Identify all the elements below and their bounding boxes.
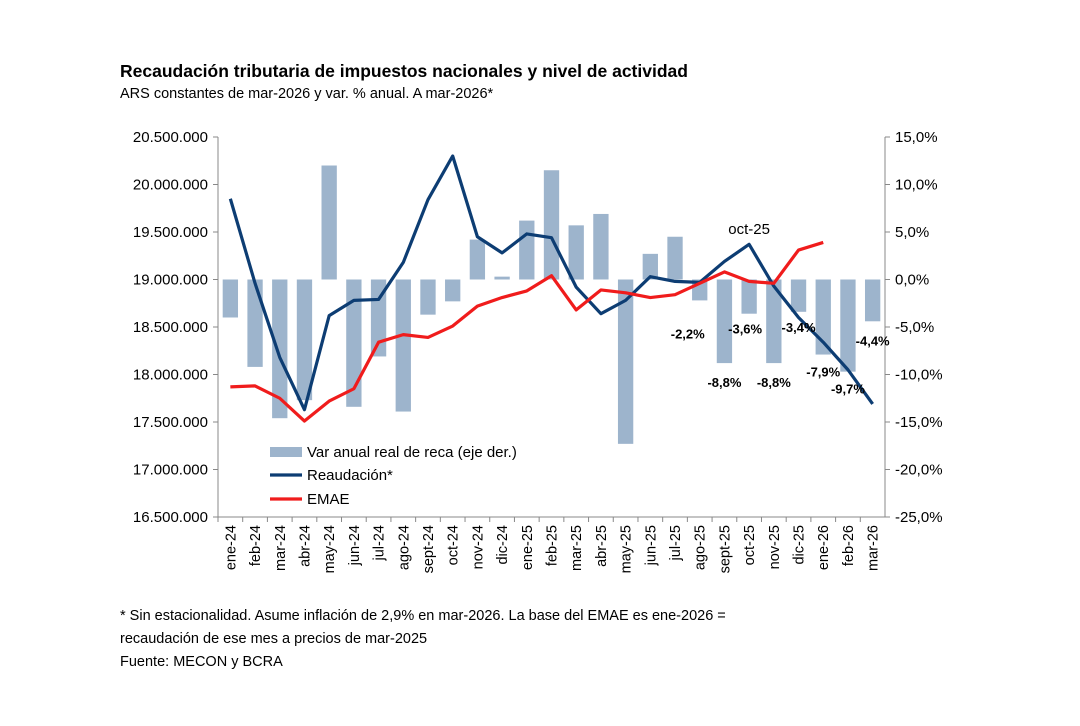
data-label: -2,2% [671, 326, 705, 341]
left-tick-label: 19.500.000 [133, 224, 208, 241]
right-tick-label: -20,0% [895, 462, 943, 479]
chart-title: Recaudación tributaria de impuestos naci… [120, 61, 688, 81]
x-tick-label: sept-25 [717, 525, 733, 573]
data-label: -9,7% [831, 382, 865, 397]
x-tick-label: feb-25 [545, 525, 561, 566]
left-tick-label: 19.000.000 [133, 272, 208, 289]
bar-jul-25 [667, 236, 683, 280]
bar-feb-26 [840, 279, 856, 372]
data-label: -4,4% [856, 333, 890, 348]
bar-dic-25 [790, 279, 807, 312]
footnote-source: Fuente: MECON y BCRA [120, 654, 283, 670]
legend-label: Reaudación* [307, 467, 393, 484]
x-tick-label: may-25 [619, 525, 635, 573]
right-tick-label: 10,0% [895, 177, 938, 194]
data-label: -8,8% [707, 375, 741, 390]
bar-sept-24 [420, 279, 436, 315]
x-tick-label: may-24 [322, 525, 338, 573]
right-tick-label: 15,0% [895, 129, 938, 146]
x-tick-label: jun-24 [347, 525, 363, 566]
x-tick-label: ago-25 [693, 525, 709, 570]
x-tick-label: dic-24 [495, 525, 511, 565]
left-tick-label: 17.500.000 [133, 414, 208, 431]
bar-oct-24 [445, 279, 461, 302]
right-tick-label: -10,0% [895, 367, 943, 384]
bar-jun-25 [642, 253, 658, 280]
bar-abr-25 [593, 213, 609, 280]
bar-may-25 [617, 279, 634, 444]
x-tick-label: nov-25 [767, 525, 783, 569]
x-tick-label: dic-25 [792, 525, 808, 565]
right-tick-label: -15,0% [895, 414, 943, 431]
bar-feb-25 [543, 170, 560, 280]
x-tick-label: ene-26 [816, 525, 832, 570]
legend-swatch-bars [270, 447, 302, 457]
x-tick-label: jun-25 [643, 525, 659, 566]
right-tick-label: -5,0% [895, 319, 934, 336]
x-tick-label: ago-24 [396, 525, 412, 570]
right-tick-label: 5,0% [895, 224, 929, 241]
right-tick-label: -25,0% [895, 509, 943, 526]
data-label: -8,8% [757, 375, 791, 390]
legend-label: Var anual real de reca (eje der.) [307, 444, 517, 461]
bar-mar-26 [864, 279, 881, 322]
bar-ene-26 [815, 279, 831, 355]
bar-sept-25 [716, 279, 733, 364]
x-tick-label: abr-25 [594, 525, 610, 567]
x-tick-label: mar-24 [273, 525, 289, 571]
bar-nov-24 [469, 239, 486, 280]
bar-ene-24 [222, 279, 239, 318]
bar-may-24 [321, 165, 337, 280]
x-tick-label: feb-24 [248, 525, 264, 566]
bar-ago-24 [395, 279, 411, 412]
x-tick-label: feb-26 [841, 525, 857, 566]
bar-mar-25 [568, 225, 584, 280]
bar-dic-24 [494, 276, 510, 280]
footnote-1: * Sin estacionalidad. Asume inflación de… [120, 608, 726, 624]
x-tick-label: abr-24 [297, 525, 313, 567]
left-tick-label: 20.500.000 [133, 129, 208, 146]
left-tick-label: 20.000.000 [133, 177, 208, 194]
x-tick-label: jul-25 [668, 525, 684, 561]
right-tick-label: 0,0% [895, 272, 929, 289]
x-tick-label: oct-24 [446, 525, 462, 565]
data-label: -7,9% [806, 365, 840, 380]
footnote-2: recaudación de ese mes a precios de mar-… [120, 631, 428, 647]
left-tick-label: 17.000.000 [133, 462, 208, 479]
bar-abr-24 [296, 279, 313, 401]
x-tick-label: mar-25 [569, 525, 585, 571]
bar-nov-25 [766, 279, 782, 364]
line-emae [230, 240, 824, 423]
chart-subtitle: ARS constantes de mar-2026 y var. % anua… [120, 86, 494, 102]
x-tick-label: nov-24 [470, 525, 486, 569]
annotation-label: oct-25 [728, 221, 770, 238]
bar-oct-25 [741, 279, 757, 314]
data-label: -3,4% [782, 320, 816, 335]
legend-label: EMAE [307, 491, 350, 508]
bar-jun-24 [346, 279, 362, 407]
left-tick-label: 18.000.000 [133, 367, 208, 384]
x-tick-label: ene-24 [223, 525, 239, 570]
bar-ene-25 [519, 220, 535, 280]
x-tick-label: sept-24 [421, 525, 437, 573]
bar-mar-24 [272, 279, 288, 419]
left-tick-label: 16.500.000 [133, 509, 208, 526]
x-tick-label: mar-26 [866, 525, 882, 571]
data-label: -3,6% [728, 322, 762, 337]
left-tick-label: 18.500.000 [133, 319, 208, 336]
x-tick-label: jul-24 [372, 525, 388, 561]
x-tick-label: oct-25 [742, 525, 758, 565]
line-recaudacion [228, 154, 874, 412]
bar-feb-24 [247, 279, 263, 367]
x-tick-label: ene-25 [520, 525, 536, 570]
